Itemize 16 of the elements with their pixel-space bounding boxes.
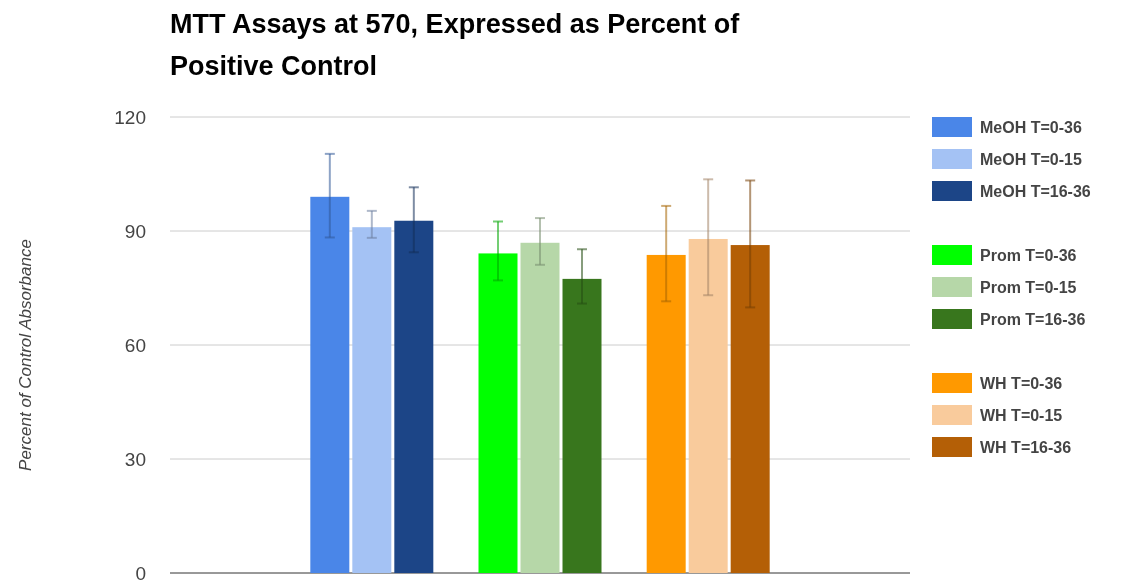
chart-title: MTT Assays at 570, Expressed as Percent of Positive Control bbox=[170, 9, 741, 81]
legend-label: Prom T=16-36 bbox=[980, 310, 1086, 328]
y-tick-label: 120 bbox=[114, 106, 146, 128]
legend-label: Prom T=0-15 bbox=[980, 278, 1077, 296]
legend-label: WH T=16-36 bbox=[980, 438, 1072, 456]
legend-label: WH T=0-36 bbox=[980, 374, 1063, 392]
legend-label: MeOH T=16-36 bbox=[980, 182, 1091, 200]
y-tick-label: 0 bbox=[135, 562, 146, 584]
y-axis-title: Percent of Control Absorbance bbox=[16, 239, 35, 471]
y-tick-label: 90 bbox=[124, 220, 146, 242]
legend-label: WH T=0-15 bbox=[980, 406, 1063, 424]
legend-label: Prom T=0-36 bbox=[980, 246, 1077, 264]
y-tick-label: 60 bbox=[124, 334, 146, 356]
legend-label: MeOH T=0-36 bbox=[980, 118, 1082, 136]
y-tick-label: 30 bbox=[124, 448, 146, 470]
legend-label: MeOH T=0-15 bbox=[980, 150, 1082, 168]
